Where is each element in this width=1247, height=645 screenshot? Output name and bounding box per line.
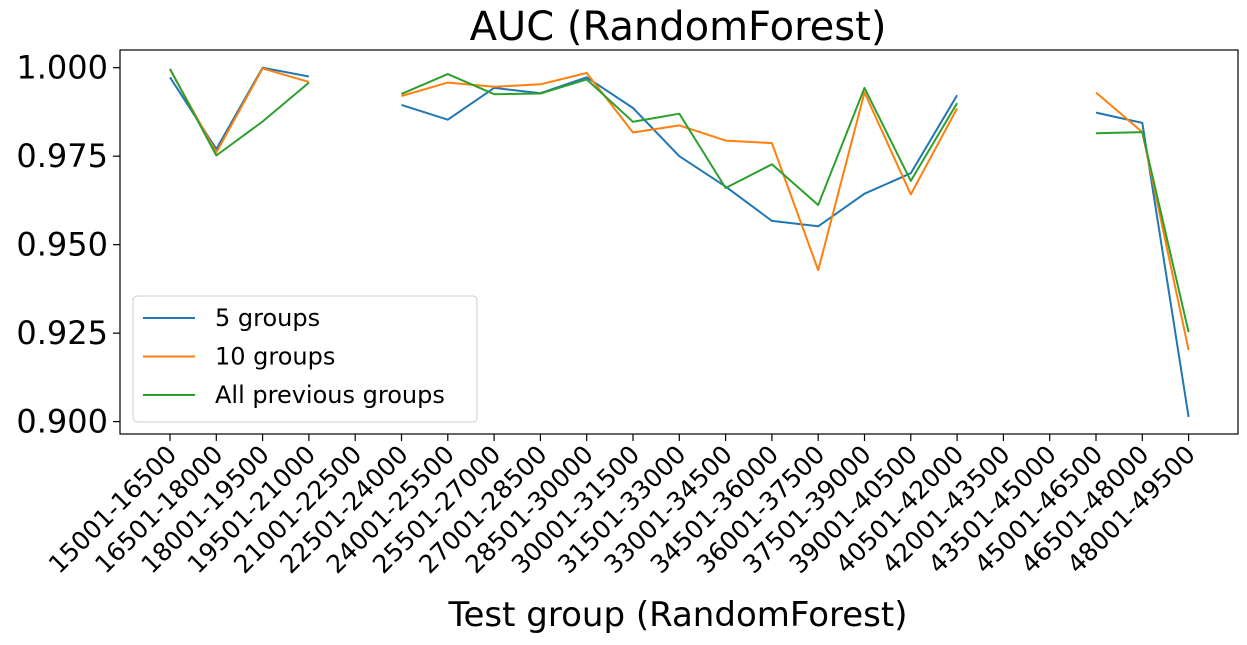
legend: 5 groups 10 groups All previous groups — [132, 295, 478, 423]
y-tick-label: 0.900 — [16, 403, 108, 441]
series-lines — [169, 66, 1190, 418]
legend-label: 10 groups — [215, 343, 335, 371]
y-tick-label: 0.975 — [16, 137, 108, 175]
y-tick-label: 1.000 — [16, 49, 108, 87]
legend-label: All previous groups — [215, 381, 445, 409]
legend-box — [132, 295, 478, 423]
y-axis: 0.900 0.925 0.950 0.975 1.000 — [16, 49, 120, 441]
y-tick-label: 0.950 — [16, 226, 108, 264]
series-line-3 — [169, 68, 1190, 333]
y-tick-label: 0.925 — [16, 314, 108, 352]
legend-label: 5 groups — [215, 304, 320, 332]
x-axis: 15001-1650016501-1800018001-1950019501-2… — [43, 434, 1201, 579]
x-axis-label: Test group (RandomForest) — [448, 595, 908, 635]
chart-title: AUC (RandomForest) — [470, 4, 887, 50]
